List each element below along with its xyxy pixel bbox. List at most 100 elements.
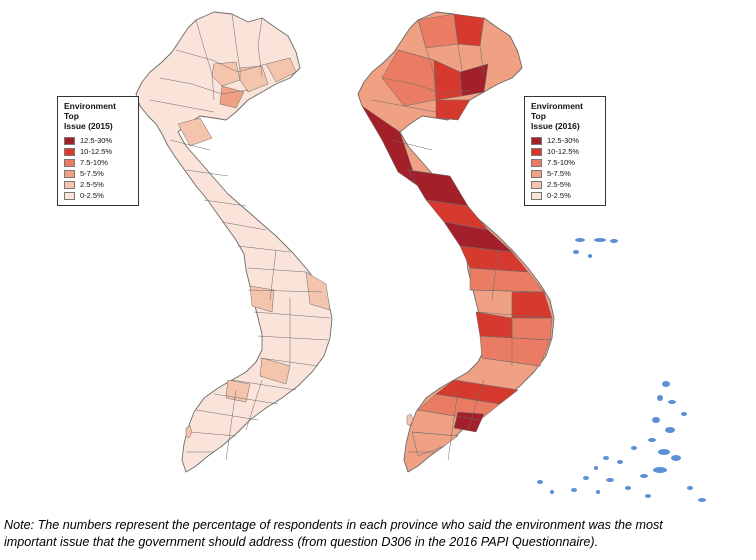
legend-2016-row: 5-7.5% [531, 168, 599, 179]
archipelago-island [668, 400, 676, 404]
legend-label: 5-7.5% [80, 169, 104, 178]
archipelago-island [625, 486, 631, 490]
archipelago-island [603, 456, 609, 460]
map-2016-province-boundary [397, 49, 489, 73]
island-shape [185, 425, 193, 439]
map-2016-province [511, 317, 553, 341]
archipelago-island [588, 254, 592, 258]
map-2016-province-boundary [453, 13, 463, 71]
map-2015-province-boundary [213, 393, 279, 405]
map-2015-province-boundary [195, 409, 259, 421]
map-2015-province-boundary [159, 77, 249, 95]
map-2015-province-boundary [169, 139, 211, 151]
legend-2015-row: 12.5-30% [64, 135, 132, 146]
map-2016-province-boundary [469, 267, 529, 273]
legend-label: 10-12.5% [547, 147, 580, 156]
map-2015-province-boundary [237, 245, 291, 253]
map-2015-province-boundary [231, 379, 297, 391]
map-2016-province [361, 105, 419, 187]
map-2015-province-boundary [269, 249, 277, 301]
legend-2016-row: 10-12.5% [531, 146, 599, 157]
legend-swatch [64, 147, 75, 156]
map-2016-province-boundary [425, 199, 469, 207]
archipelago-island [640, 474, 648, 478]
legend-swatch [64, 191, 75, 200]
map-2016-province-boundary [467, 379, 485, 431]
map-2016-province-boundary [475, 311, 553, 319]
map-2016-map [357, 11, 555, 473]
map-2015-province [177, 117, 213, 147]
figure-note: Note: The numbers represent the percenta… [0, 517, 756, 551]
map-2016-province [407, 169, 469, 207]
archipelago-island [617, 460, 623, 464]
map-2015-province-boundary [253, 311, 331, 319]
legend-swatch [531, 169, 542, 178]
legend-2015-title-line1: Environment Top [64, 101, 116, 121]
map-2016-province-boundary [447, 389, 459, 461]
map-2015-province-boundary [185, 169, 229, 177]
legend-2016-row: 12.5-30% [531, 135, 599, 146]
map-2016-province-boundary [391, 139, 433, 151]
legend-2016: Environment Top Issue (2016) 12.5-30% 10… [524, 96, 606, 206]
map-2015-province-boundary [221, 221, 267, 231]
map-2015-province-boundary [257, 17, 263, 77]
map-2016-province-boundary [381, 77, 471, 95]
archipelago-island [573, 250, 579, 254]
map-2016-province [453, 13, 485, 47]
legend-2015-row: 2.5-5% [64, 179, 132, 190]
note-line-1: Note: The numbers represent the percenta… [4, 518, 663, 532]
map-2016-province-boundary [469, 289, 545, 293]
map-2015-province-boundary [225, 389, 237, 461]
legend-2015-row: 0-2.5% [64, 190, 132, 201]
legend-label: 7.5-10% [547, 158, 575, 167]
archipelago-island [657, 395, 663, 401]
legend-swatch [64, 158, 75, 167]
map-2015-province-boundary [247, 289, 323, 293]
map-2016-province-boundary [481, 357, 541, 367]
legend-2015-title-line2: Issue (2015) [64, 121, 113, 131]
archipelago-island [653, 467, 667, 473]
legend-2016-title-line1: Environment Top [531, 101, 583, 121]
archipelago-island [687, 486, 693, 490]
map-2016-province-boundary [371, 99, 437, 113]
legend-swatch [531, 180, 542, 189]
archipelago-island [596, 490, 600, 494]
archipelago-island [671, 455, 681, 461]
map-2016-province [453, 411, 485, 433]
map-2016-province-boundary [417, 19, 437, 101]
legend-label: 10-12.5% [80, 147, 113, 156]
map-2016-province [469, 267, 545, 293]
note-line-2: important issue that the government shou… [4, 535, 599, 549]
legend-label: 12.5-30% [547, 136, 580, 145]
map-2016-province-boundary [443, 221, 489, 231]
legend-label: 5-7.5% [547, 169, 571, 178]
archipelago-island [645, 494, 651, 498]
legend-label: 7.5-10% [80, 158, 108, 167]
map-2015-province-boundary [149, 99, 215, 113]
archipelago-island [665, 427, 675, 433]
archipelago-island [652, 417, 660, 423]
map-2016-province-boundary [479, 335, 551, 341]
map-2015-country-outline [135, 11, 333, 473]
archipelago-island [594, 466, 598, 470]
legend-2015-row: 5-7.5% [64, 168, 132, 179]
island-shape [406, 413, 414, 427]
archipelago-island [606, 478, 614, 482]
map-2015-province-boundary [231, 13, 241, 71]
legend-2016-title: Environment Top Issue (2016) [531, 101, 599, 131]
map-2015-province [211, 61, 241, 87]
archipelago-island [583, 476, 589, 480]
map-2015-province [259, 357, 291, 385]
map-2016-province-boundary [479, 17, 485, 77]
archipelago-island [575, 238, 585, 242]
map-2015-province-boundary [189, 431, 237, 437]
map-2015-province [249, 285, 275, 313]
archipelago-island [537, 480, 543, 484]
map-2016-province-boundary [459, 245, 513, 253]
legend-swatch [531, 158, 542, 167]
map-2015-province-boundary [247, 267, 307, 273]
legend-2015-row: 7.5-10% [64, 157, 132, 168]
map-2016-province-boundary [411, 431, 459, 437]
archipelago-island [594, 238, 606, 242]
archipelago-island [550, 490, 554, 494]
